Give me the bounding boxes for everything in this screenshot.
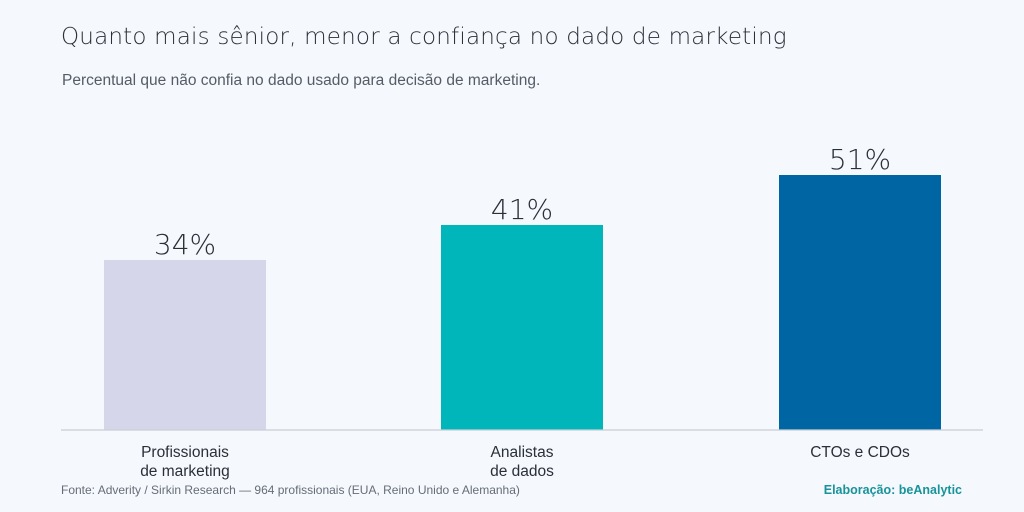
category-label-3: CTOs e CDOs xyxy=(810,444,910,461)
data-label-2: 41% xyxy=(491,193,553,226)
bar-2 xyxy=(441,225,603,430)
category-label-1: de marketing xyxy=(140,463,230,480)
category-label-2: de dados xyxy=(490,463,554,480)
chart-subtitle: Percentual que não confia no dado usado … xyxy=(62,72,541,89)
bar-1 xyxy=(104,260,266,430)
chart-title: Quanto mais sênior, menor a confiança no… xyxy=(61,24,787,50)
category-label-2: Analistas xyxy=(491,444,554,461)
credit-note: Elaboração: beAnalytic xyxy=(823,483,962,497)
data-label-3: 51% xyxy=(829,143,891,176)
bar-3 xyxy=(779,175,941,430)
source-note: Fonte: Adverity / Sirkin Research — 964 … xyxy=(61,483,520,497)
data-label-1: 34% xyxy=(154,228,216,261)
category-label-1: Profissionais xyxy=(141,444,229,461)
